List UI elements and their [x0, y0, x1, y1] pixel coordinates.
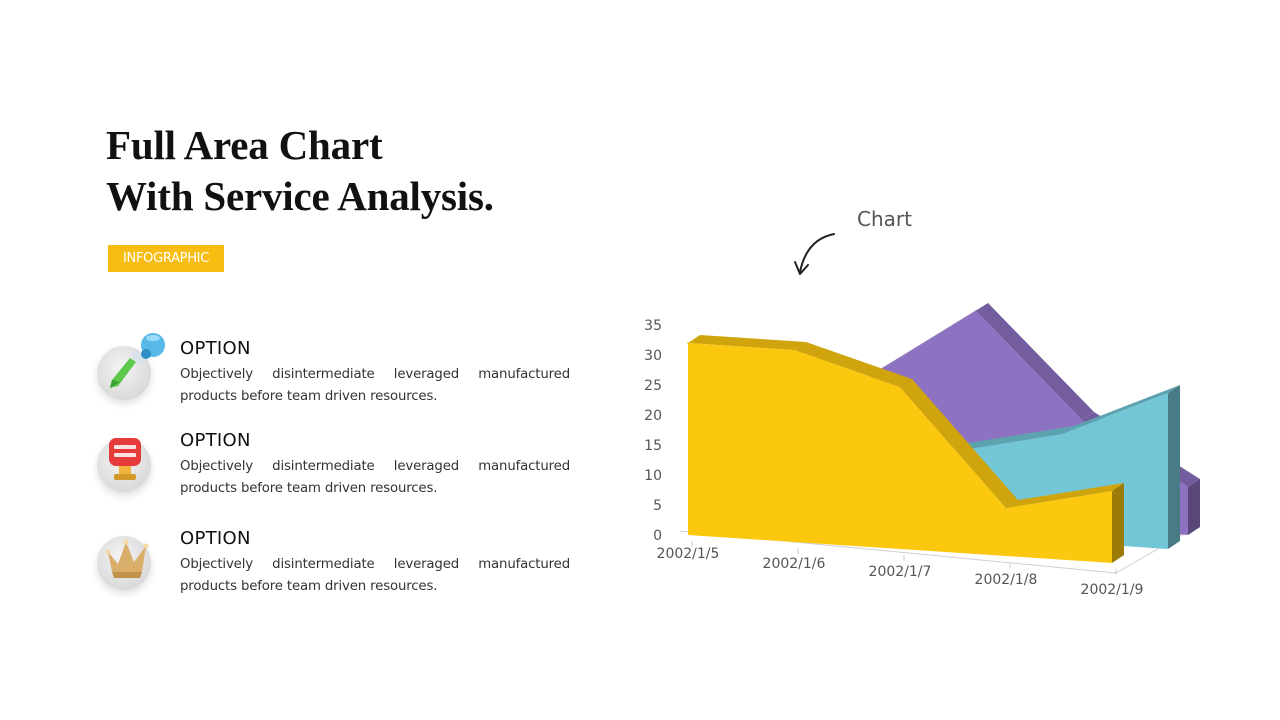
x-tick-label: 2002/1/9 — [1081, 582, 1144, 598]
option-item-1: OPTION Objectively disintermediate lever… — [96, 333, 576, 408]
page-title: Full Area Chart With Service Analysis. — [106, 120, 494, 222]
y-tick-label: 10 — [644, 468, 662, 484]
area-depth-face — [794, 342, 912, 387]
data-point — [1005, 507, 1007, 509]
data-point — [1061, 433, 1063, 435]
data-point — [975, 310, 977, 312]
pen-tool-icon — [110, 333, 165, 388]
y-tick-label: 0 — [653, 528, 662, 544]
infographic-badge: INFOGRAPHIC — [108, 245, 224, 272]
area-chart: 0 5 10 15 20 25 30 35 2002/1/5 2002/1/6 2002/1/7 20… — [644, 303, 1200, 598]
option-item-2: OPTION Objectively disintermediate lever… — [96, 430, 576, 500]
area-series-1 — [687, 335, 1124, 563]
area-depth-face — [976, 303, 1094, 420]
option-text-2: Objectively disintermediate leveraged ma… — [180, 459, 570, 496]
chart-callout-label: Chart — [857, 207, 912, 231]
option-item-3: OPTION Objectively disintermediate lever… — [96, 528, 576, 598]
title-line-1: Full Area Chart — [106, 122, 383, 168]
area-side-face — [1188, 479, 1200, 535]
data-point — [1081, 419, 1083, 421]
depth-axis-line — [1115, 526, 1197, 574]
option-text-3: Objectively disintermediate leveraged ma… — [180, 557, 570, 594]
crown-icon — [105, 539, 149, 578]
y-tick-label: 25 — [644, 378, 662, 394]
data-point — [899, 386, 901, 388]
option-text-1: Objectively disintermediate leveraged ma… — [180, 367, 570, 404]
curved-arrow-icon — [794, 233, 835, 275]
option-icon-2 — [96, 434, 154, 492]
data-point — [1187, 486, 1189, 488]
x-tick-label: 2002/1/7 — [869, 564, 932, 580]
stamp-icon — [109, 438, 141, 480]
area-side-face — [1112, 483, 1124, 563]
title-line-2: With Service Analysis. — [106, 173, 494, 219]
area-depth-face — [1006, 483, 1124, 508]
data-point — [1111, 490, 1113, 492]
option-icon-1 — [96, 333, 165, 400]
area-depth-face — [688, 335, 806, 350]
area-depth-face — [870, 303, 988, 376]
y-tick-label: 20 — [644, 408, 662, 424]
data-point — [793, 349, 795, 351]
area-depth-face — [900, 379, 1018, 508]
x-tick-label: 2002/1/8 — [975, 572, 1038, 588]
x-tick-label: 2002/1/5 — [657, 546, 720, 562]
y-tick-label: 15 — [644, 438, 662, 454]
x-tick-label: 2002/1/6 — [763, 556, 826, 572]
data-point — [687, 342, 689, 344]
option-title-2: OPTION — [180, 430, 251, 451]
option-title-3: OPTION — [180, 528, 251, 549]
option-icon-3 — [96, 532, 154, 590]
y-tick-label: 30 — [644, 348, 662, 364]
area-side-face — [1168, 385, 1180, 549]
option-title-1: OPTION — [180, 338, 251, 359]
y-tick-label: 35 — [644, 318, 662, 334]
y-tick-label: 5 — [653, 498, 662, 514]
area-depth-face — [1062, 385, 1180, 434]
area-depth-face — [956, 426, 1074, 451]
data-point — [1167, 392, 1169, 394]
